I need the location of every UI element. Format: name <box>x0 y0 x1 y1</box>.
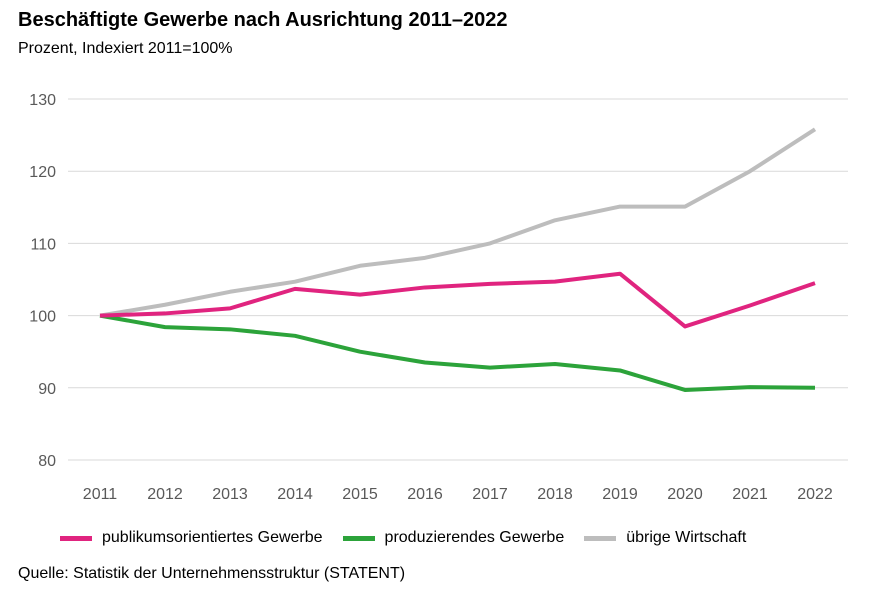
x-tick-label: 2020 <box>667 486 703 503</box>
y-tick-label: 100 <box>29 309 56 326</box>
x-tick-label: 2018 <box>537 486 573 503</box>
chart-title: Beschäftigte Gewerbe nach Ausrichtung 20… <box>18 9 508 31</box>
legend-swatch <box>60 535 92 541</box>
legend-item: übrige Wirtschaft <box>584 529 746 547</box>
chart-subtitle: Prozent, Indexiert 2011=100% <box>18 40 233 57</box>
line-chart: 80 90 100 110 120 130 2011 2012 2013 2014 2015 2016… <box>29 92 848 503</box>
x-tick-label: 2021 <box>732 486 768 503</box>
y-tick-label: 110 <box>30 236 56 253</box>
series-line <box>99 127 817 318</box>
legend-swatch <box>584 535 617 541</box>
source-note: Quelle: Statistik der Unternehmensstrukt… <box>18 565 406 582</box>
legend-label: publikumsorientiertes Gewerbe <box>102 529 323 546</box>
legend-label: übrige Wirtschaft <box>626 529 747 546</box>
series-line <box>99 313 816 392</box>
x-tick-label: 2022 <box>797 486 833 503</box>
x-tick-label: 2014 <box>277 486 313 503</box>
series-line <box>99 271 816 329</box>
x-tick-label: 2017 <box>472 486 508 503</box>
legend-item: publikumsorientiertes Gewerbe <box>60 529 323 547</box>
x-tick-label: 2019 <box>602 486 638 503</box>
legend-item: produzierendes Gewerbe <box>342 529 565 547</box>
y-tick-label: 80 <box>38 453 56 470</box>
x-tick-label: 2013 <box>212 486 248 503</box>
x-tick-label: 2015 <box>342 486 378 503</box>
y-tick-label: 90 <box>38 381 56 398</box>
y-tick-label: 130 <box>29 92 56 109</box>
x-tick-label: 2012 <box>147 486 183 503</box>
legend: publikumsorientiertes Gewerbe produzieren… <box>60 529 746 547</box>
x-tick-label: 2016 <box>407 486 443 503</box>
x-tick-label: 2011 <box>83 486 118 503</box>
legend-label: produzierendes Gewerbe <box>384 529 565 546</box>
legend-swatch <box>342 535 375 541</box>
y-tick-label: 120 <box>29 164 56 181</box>
